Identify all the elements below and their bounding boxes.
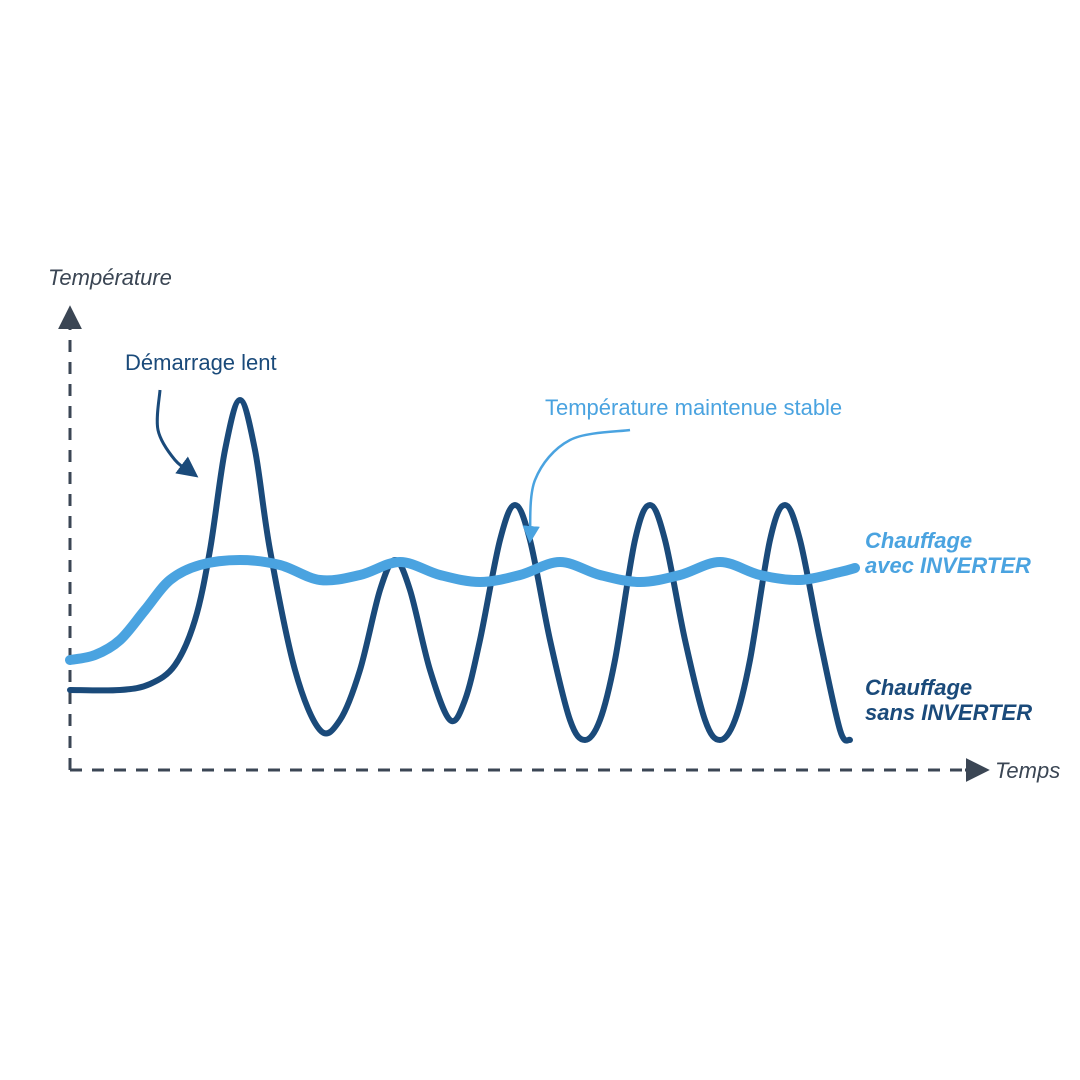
demarrage-arrow [157,390,195,475]
y-axis-label: Température [48,265,172,290]
legend-avec-line1: Chauffage [865,528,972,553]
legend-sans-line2: sans INVERTER [865,700,1032,725]
inverter-chart: Température Temps Démarrage lent Tempéra… [0,0,1080,1080]
legend-sans-line1: Chauffage [865,675,972,700]
stable-arrow [530,430,630,540]
x-axis-label: Temps [995,758,1060,783]
stable-label: Température maintenue stable [545,395,842,420]
legend-avec-line2: avec INVERTER [865,553,1031,578]
chart-svg: Température Temps Démarrage lent Tempéra… [0,0,1080,1080]
demarrage-label: Démarrage lent [125,350,277,375]
